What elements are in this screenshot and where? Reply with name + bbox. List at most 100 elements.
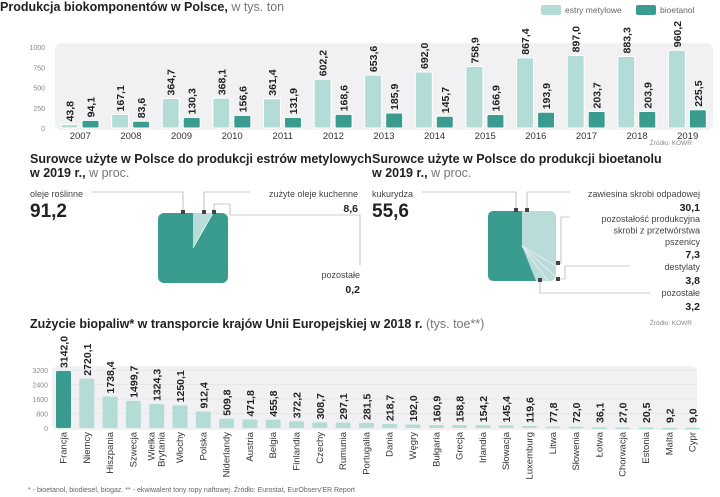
bar-estry [465,66,484,129]
bar-bioetanol [283,116,302,129]
chart4-title-main: Zużycie biopaliw* w transporcie krajów U… [30,317,423,331]
bioethanol-feedstock-chart: kukurydza 55,6 zawiesina skrobi odpadowej 3… [372,189,701,327]
value-kukurydza: 55,6 [372,201,409,222]
bar-bułgaria [428,425,444,428]
x-tick-label: Portugalia [361,431,372,474]
bar-bioetanol [587,111,606,129]
chart3-title: Surowce użyte w Polsce do produkcji bioe… [372,152,662,180]
x-tick-label: Litwa [548,431,559,454]
data-label: 364,7 [166,69,178,95]
x-tick-label: 2007 [70,131,91,142]
chart2-title: Surowce użyte w Polsce do produkcji estr… [30,152,372,180]
x-tick-label: 2011 [273,131,293,142]
leader-marker [525,208,529,212]
bar-bioetanol [132,120,151,129]
x-tick-label: Bułgaria [431,431,442,467]
leader-oleje-roslinne [92,191,184,213]
data-label: 145,4 [501,396,513,422]
x-tick-label: Rumunia [338,431,349,470]
leader-marker [556,277,560,281]
x-tick-label: Szwecja [128,431,139,467]
bar-francja [56,371,71,428]
label-destylaty: destylaty [664,262,700,272]
chart3-title-unit: w proc. [431,166,472,180]
leader-pozostale [539,280,650,294]
x-tick-label: 2012 [323,131,344,142]
x-tick-label: Łotwa [594,431,605,457]
plot-background [52,366,697,430]
bar-austria [242,419,258,428]
data-label: 160,9 [431,396,443,422]
bar-dania [382,424,398,428]
production-bar-chart: 0 250 500 750 1000 43,8 94,1 2007 167,1 83,6 2008 3… [29,5,713,145]
bar-irlandia [475,425,491,428]
bar-węgry [405,424,421,428]
x-tick-label: Estonia [641,431,652,463]
data-label: 758,9 [469,37,481,63]
data-label: 912,4 [198,382,210,408]
label-pozostalosc: pszenicy [665,237,701,247]
data-label: 20,5 [641,402,653,423]
x-tick-label: 2009 [171,131,192,142]
data-label: 9,2 [664,408,676,423]
y-tick-label: 2400 [32,383,48,390]
esters-feedstock-chart: oleje roślinne 91,2 zużyte oleje kuchenne 8… [30,189,361,296]
leader-zuzyte-oleje [203,191,250,213]
data-label: 72,0 [571,402,583,423]
x-tick-label: Niemcy [82,432,93,464]
x-tick-label: Austria [245,431,256,461]
x-tick-label: Słowacja [501,431,512,470]
bar-włochy [172,405,188,428]
data-label: 130,3 [187,88,199,114]
data-label: 867,4 [520,28,532,54]
bar-łotwa [591,427,607,429]
data-label: 653,6 [368,46,380,72]
label-zuzyte-oleje: zużyte oleje kuchenne [269,189,358,199]
y-tick-label: 1000 [29,45,45,52]
y-tick-label: 0 [44,426,48,433]
x-tick-label: Dania [385,431,396,457]
bar-estry [667,49,686,129]
y-tick-label: 500 [33,86,45,93]
data-label: 43,8 [65,101,77,122]
bar-estry [262,98,281,129]
source-label: Źródło: KOWR [650,318,693,327]
data-label: 281,5 [361,393,373,419]
slice-divider [521,245,557,278]
bar-rumunia [335,422,351,428]
bar-portugalia [358,422,374,428]
label-pozostalosc: skrobi z przetwórstwa [613,226,700,236]
bar-niderlandy [219,418,235,428]
y-tick-label: 800 [36,412,48,419]
data-label: 372,2 [292,392,304,418]
bar-bioetanol [435,115,454,129]
x-tick-label: Finlandia [292,431,303,470]
data-label: 154,2 [478,396,490,422]
value-zuzyte-oleje: 8,6 [343,203,358,215]
data-label: 1738,4 [105,361,117,393]
x-tick-label: 2017 [576,131,597,142]
value-pozostale: 3,2 [685,301,700,313]
chart1-title: Produkcja biokomponentów w Polsce, w tys… [0,0,284,14]
data-label: 297,1 [338,393,350,419]
data-label: 883,3 [621,27,633,53]
data-label: 77,8 [548,402,560,423]
source-label: Źródło: KOWR [650,138,693,145]
x-tick-label: 2010 [222,131,243,142]
bar-słowacja [498,425,514,428]
bar-belgia [265,419,281,428]
data-label: 131,9 [288,88,300,114]
slice-divider [521,245,549,282]
bar-bioetanol [638,110,657,129]
x-tick-label: Niderlandy [222,432,233,478]
data-label: 218,7 [385,395,397,421]
bar-polska [195,411,211,428]
leader-kukurydza [422,191,517,211]
label-pozostale: pozostałe [661,288,700,298]
bar-chorwacja [615,427,631,430]
x-tick-label: Cypr [688,432,699,452]
x-tick-label: 2016 [525,131,546,142]
data-label: 9,0 [688,408,700,423]
label-pozostale: pozostałe [321,270,360,280]
leader-pozostale [213,203,361,265]
